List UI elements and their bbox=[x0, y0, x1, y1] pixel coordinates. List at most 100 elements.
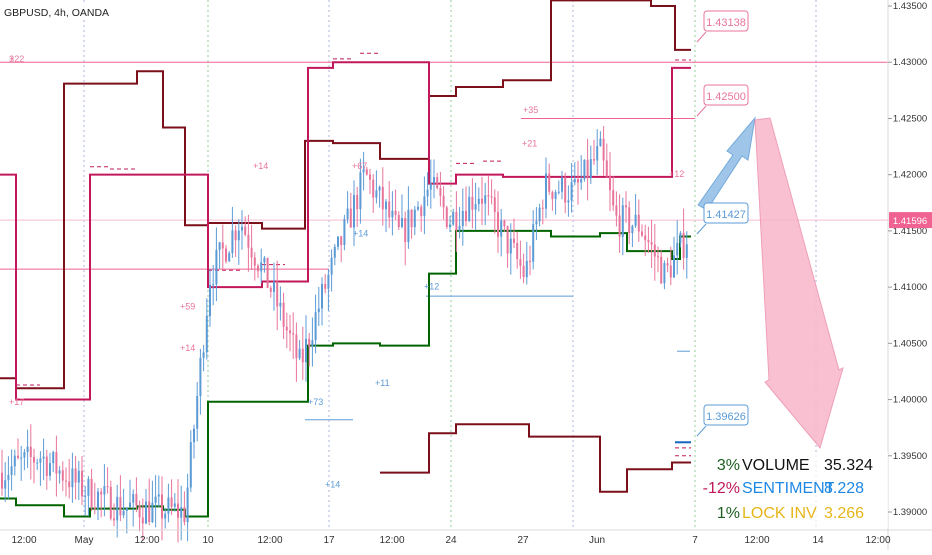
candle-body bbox=[205, 316, 208, 353]
candle-body bbox=[87, 478, 90, 496]
candle-body bbox=[141, 517, 144, 524]
projection-arrow-up bbox=[697, 116, 756, 211]
candle-body bbox=[449, 224, 451, 228]
candle-body bbox=[589, 159, 592, 179]
candle-body bbox=[340, 236, 343, 246]
candle-body bbox=[637, 214, 640, 232]
price-tag-connector bbox=[696, 105, 707, 117]
annotation-label: +14 bbox=[325, 479, 340, 489]
candle-body bbox=[561, 177, 563, 192]
annotation-label: +12 bbox=[669, 169, 684, 179]
candle-body bbox=[685, 244, 688, 258]
candle-body bbox=[599, 138, 602, 147]
weekly-high-step bbox=[0, 0, 691, 390]
candle-body bbox=[420, 206, 423, 217]
candle-body bbox=[337, 236, 339, 247]
candle-body bbox=[13, 455, 16, 467]
stats-panel bbox=[700, 452, 888, 528]
candle-body bbox=[253, 257, 256, 266]
candle-body bbox=[612, 190, 615, 206]
candle-body bbox=[634, 214, 637, 226]
candle-body bbox=[365, 169, 368, 175]
candle-body bbox=[7, 474, 10, 481]
candle-body bbox=[567, 200, 570, 203]
candle-body bbox=[135, 494, 138, 506]
candle-body bbox=[180, 507, 183, 518]
x-tick-label: Jun bbox=[589, 535, 605, 546]
candle-body bbox=[426, 189, 429, 197]
y-tick-label: 1.39000 bbox=[893, 507, 927, 518]
candle-body bbox=[285, 326, 288, 331]
y-tick-label: 1.42000 bbox=[893, 170, 927, 181]
candle-body bbox=[74, 468, 77, 483]
candle-body bbox=[218, 242, 221, 250]
price-tag bbox=[703, 202, 749, 224]
stat-name: VOLUME bbox=[742, 457, 810, 474]
candle-body bbox=[487, 195, 490, 197]
annotation-label: +59 bbox=[180, 302, 195, 312]
stat-value: 35.324 bbox=[824, 457, 873, 474]
candle-body bbox=[330, 257, 333, 275]
annotation-label: +14 bbox=[253, 161, 268, 171]
candle-body bbox=[570, 182, 573, 201]
candle-body bbox=[250, 247, 253, 258]
candle-body bbox=[68, 481, 71, 488]
candle-body bbox=[452, 211, 455, 225]
candle-body bbox=[580, 179, 583, 183]
candle-body bbox=[481, 198, 483, 204]
candle-body bbox=[189, 442, 192, 488]
annotation-label: +73 bbox=[308, 397, 323, 407]
candle-body bbox=[100, 491, 103, 495]
price-tag-value: 1.42500 bbox=[706, 91, 746, 103]
candle-body bbox=[529, 260, 531, 262]
candle-body bbox=[663, 263, 666, 284]
candle-body bbox=[509, 238, 512, 254]
candle-body bbox=[314, 312, 317, 341]
annotation-label: +21 bbox=[522, 139, 537, 149]
candle-body bbox=[545, 173, 547, 209]
last-price-value: 1.41596 bbox=[893, 216, 927, 227]
candle-body bbox=[58, 470, 61, 474]
candle-body bbox=[132, 494, 135, 503]
candle-body bbox=[129, 502, 131, 508]
candle-body bbox=[404, 218, 407, 243]
candle-body bbox=[353, 195, 355, 228]
candle-body bbox=[506, 226, 509, 254]
candle-body bbox=[660, 256, 663, 284]
candle-body bbox=[679, 232, 682, 243]
candle-body bbox=[52, 452, 55, 464]
y-tick-label: 1.42500 bbox=[893, 113, 927, 124]
y-tick-label: 1.40000 bbox=[893, 395, 927, 406]
candle-body bbox=[519, 259, 522, 266]
stat-value: 3.266 bbox=[824, 505, 864, 522]
candle-body bbox=[327, 274, 330, 289]
candle-body bbox=[23, 451, 26, 458]
candle-body bbox=[653, 244, 656, 257]
candle-body bbox=[138, 505, 141, 518]
candle-body bbox=[423, 196, 426, 217]
candle-body bbox=[397, 214, 400, 227]
annotation-label: +14 bbox=[180, 343, 195, 353]
candle-body bbox=[116, 496, 119, 521]
candle-body bbox=[394, 210, 397, 215]
candle-body bbox=[525, 260, 528, 278]
candle-body bbox=[471, 196, 474, 210]
candle-body bbox=[362, 169, 365, 173]
candle-body bbox=[321, 283, 323, 309]
candle-body bbox=[417, 206, 419, 210]
candle-body bbox=[29, 446, 32, 458]
candle-body bbox=[263, 257, 266, 263]
stat-pct: -12% bbox=[703, 480, 740, 497]
annotation-label: +11 bbox=[375, 378, 390, 388]
candle-body bbox=[122, 510, 125, 516]
candle-body bbox=[468, 196, 471, 222]
price-tag bbox=[703, 84, 749, 106]
candle-body bbox=[516, 242, 519, 260]
candle-body bbox=[84, 495, 87, 497]
candle-body bbox=[65, 480, 67, 482]
symbol-title: GBPUSD, 4h, OANDA bbox=[4, 7, 109, 19]
y-tick-label: 1.41500 bbox=[893, 226, 927, 237]
candle-body bbox=[349, 208, 352, 228]
candle-body bbox=[305, 338, 307, 363]
